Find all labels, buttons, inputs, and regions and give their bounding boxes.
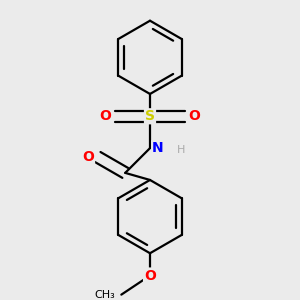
Text: O: O [82,150,94,164]
Text: O: O [100,109,111,123]
Text: S: S [145,109,155,123]
Text: H: H [177,145,185,155]
Text: CH₃: CH₃ [94,290,115,300]
Text: O: O [144,268,156,283]
Text: O: O [189,109,200,123]
Text: N: N [152,141,164,155]
